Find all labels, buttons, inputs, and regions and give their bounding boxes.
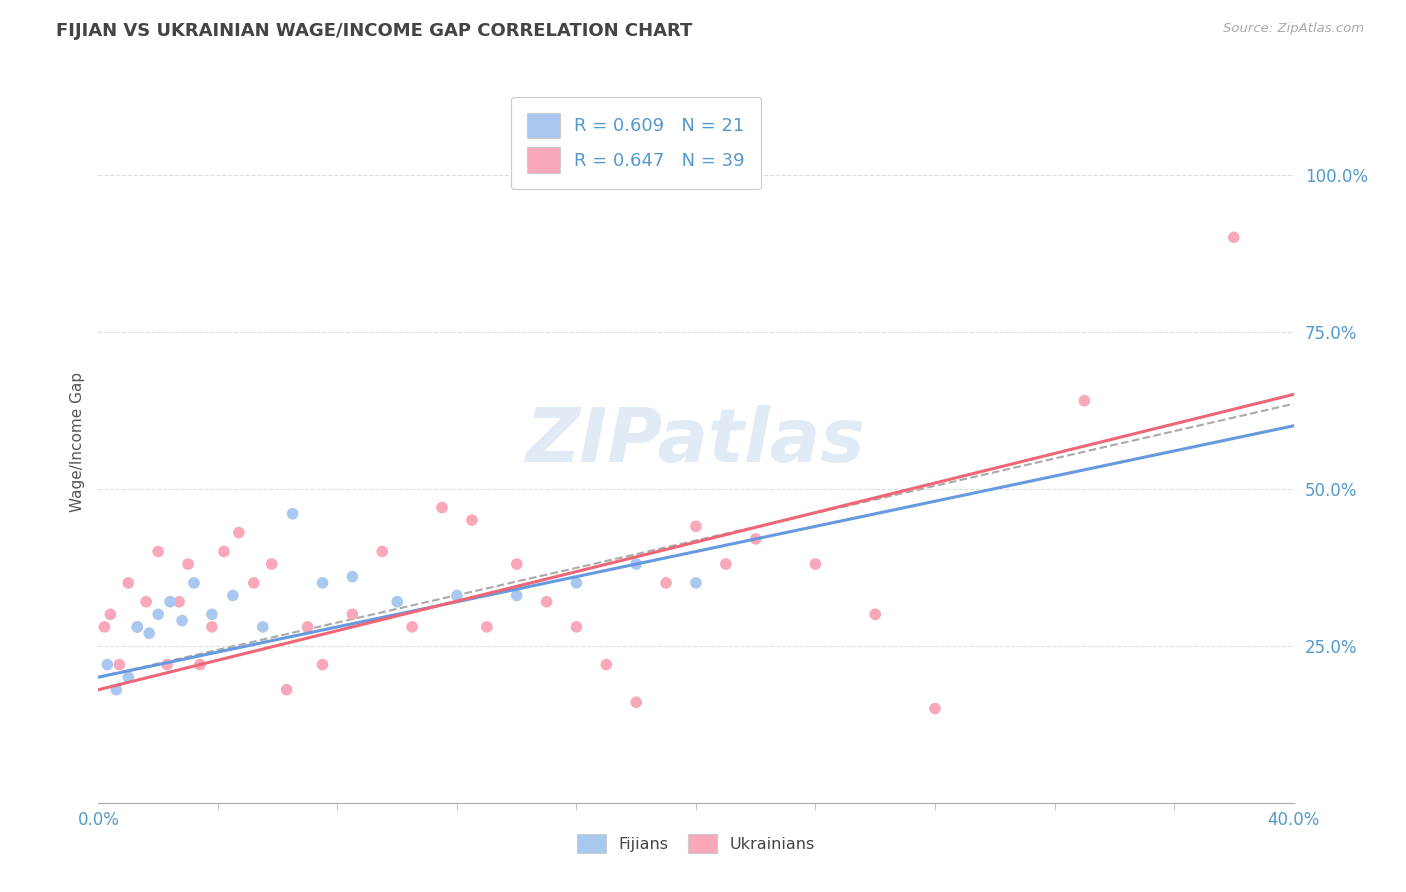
Point — [626, 695, 648, 709]
Point — [536, 595, 558, 609]
Point — [385, 595, 409, 609]
Point — [276, 682, 298, 697]
Point — [655, 575, 678, 590]
Point — [105, 682, 128, 697]
Point — [127, 620, 149, 634]
Point — [626, 557, 648, 571]
Point — [96, 657, 118, 672]
Point — [685, 575, 707, 590]
Point — [201, 620, 224, 634]
Text: ZIPatlas: ZIPatlas — [526, 405, 866, 478]
Point — [714, 557, 737, 571]
Point — [159, 595, 181, 609]
Point — [148, 607, 170, 622]
Point — [243, 575, 266, 590]
Point — [311, 657, 333, 672]
Point — [565, 575, 588, 590]
Point — [117, 575, 139, 590]
Point — [172, 614, 194, 628]
Point — [506, 589, 529, 603]
Point — [401, 620, 423, 634]
Point — [446, 589, 468, 603]
Point — [565, 620, 588, 634]
Point — [148, 544, 170, 558]
Point — [1073, 393, 1095, 408]
Point — [804, 557, 827, 571]
Text: Source: ZipAtlas.com: Source: ZipAtlas.com — [1223, 22, 1364, 36]
Point — [865, 607, 887, 622]
Point — [461, 513, 484, 527]
Point — [212, 544, 235, 558]
Point — [342, 607, 364, 622]
Point — [924, 701, 946, 715]
Point — [188, 657, 211, 672]
Point — [506, 557, 529, 571]
Point — [745, 532, 768, 546]
Point — [430, 500, 453, 515]
Point — [252, 620, 274, 634]
Point — [138, 626, 160, 640]
Point — [117, 670, 139, 684]
Point — [222, 589, 245, 603]
Point — [371, 544, 394, 558]
Point — [260, 557, 283, 571]
Point — [177, 557, 200, 571]
Legend: Fijians, Ukrainians: Fijians, Ukrainians — [571, 828, 821, 860]
Point — [156, 657, 179, 672]
Point — [297, 620, 319, 634]
Point — [201, 607, 224, 622]
Point — [93, 620, 115, 634]
Point — [167, 595, 190, 609]
Point — [595, 657, 617, 672]
Point — [475, 620, 498, 634]
Point — [228, 525, 250, 540]
Point — [311, 575, 333, 590]
Text: FIJIAN VS UKRAINIAN WAGE/INCOME GAP CORRELATION CHART: FIJIAN VS UKRAINIAN WAGE/INCOME GAP CORR… — [56, 22, 693, 40]
Point — [108, 657, 131, 672]
Point — [135, 595, 157, 609]
Point — [127, 620, 149, 634]
Point — [342, 569, 364, 583]
Point — [98, 607, 122, 622]
Point — [281, 507, 304, 521]
Y-axis label: Wage/Income Gap: Wage/Income Gap — [69, 371, 84, 512]
Point — [183, 575, 205, 590]
Point — [1223, 230, 1246, 244]
Point — [685, 519, 707, 533]
